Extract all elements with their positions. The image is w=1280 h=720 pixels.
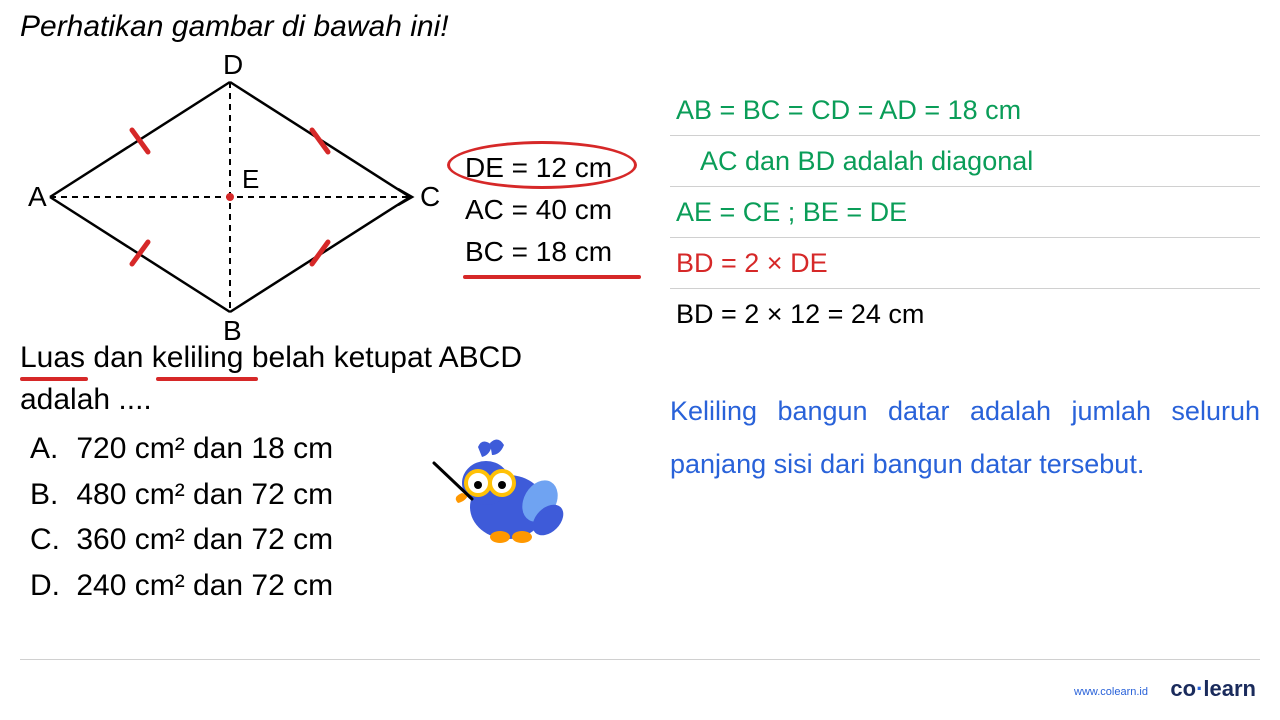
question-text: Luas dan keliling belah ketupat ABCD ada… — [20, 337, 660, 421]
given-ac: AC = 40 cm — [465, 189, 612, 231]
option-text: 720 cm² dan 18 cm — [76, 432, 333, 465]
brand-post: learn — [1203, 676, 1256, 701]
bc-text: BC = 18 cm — [465, 236, 612, 267]
circle-annotation — [447, 141, 637, 189]
mascot-icon — [430, 435, 570, 555]
svg-text:E: E — [242, 164, 259, 194]
option-text: 480 cm² dan 72 cm — [76, 478, 333, 511]
notes-panel: AB = BC = CD = AD = 18 cm AC dan BD adal… — [670, 85, 1260, 340]
option-letter: D. — [30, 564, 68, 608]
question-line2: adalah .... — [20, 383, 152, 416]
divider — [20, 659, 1260, 660]
note-text: AC dan BD adalah diagonal — [700, 146, 1033, 177]
option-text: 360 cm² dan 72 cm — [76, 523, 333, 556]
option-letter: A. — [30, 427, 68, 471]
svg-text:C: C — [420, 181, 440, 212]
note-text: AB = BC = CD = AD = 18 cm — [676, 95, 1021, 126]
note-text: AE = CE ; BE = DE — [676, 197, 907, 228]
underline-luas — [20, 377, 88, 381]
brand-pre: co — [1170, 676, 1196, 701]
note-line-1: AB = BC = CD = AD = 18 cm — [670, 85, 1260, 136]
option-letter: B. — [30, 473, 68, 517]
instruction-title: Perhatikan gambar di bawah ini! — [20, 10, 660, 44]
option-d: D. 240 cm² dan 72 cm — [30, 564, 660, 608]
explanation-text: Keliling bangun datar adalah jumlah selu… — [670, 385, 1260, 490]
underline-keliling — [156, 377, 258, 381]
brand-logo: co·learn — [1170, 676, 1256, 702]
svg-text:D: D — [223, 52, 243, 80]
rhombus-diagram: A C D B E — [20, 52, 450, 342]
note-line-5: BD = 2 × 12 = 24 cm — [670, 289, 1260, 340]
option-letter: C. — [30, 518, 68, 562]
note-text: BD = 2 × 12 = 24 cm — [676, 299, 924, 330]
note-line-4: BD = 2 × DE — [670, 238, 1260, 289]
diagram-area: A C D B E DE = 12 cm AC = 40 cm BC = 18 … — [20, 52, 660, 332]
given-bc: BC = 18 cm — [465, 231, 612, 273]
given-de: DE = 12 cm — [465, 147, 612, 189]
option-text: 240 cm² dan 72 cm — [76, 569, 333, 602]
note-line-3: AE = CE ; BE = DE — [670, 187, 1260, 238]
underline-annotation — [463, 275, 641, 279]
brand-url: www.colearn.id — [1074, 686, 1148, 698]
given-values: DE = 12 cm AC = 40 cm BC = 18 cm — [465, 147, 612, 273]
note-text: BD = 2 × DE — [676, 248, 828, 279]
question-line1: Luas dan keliling belah ketupat ABCD — [20, 341, 522, 374]
svg-text:A: A — [28, 181, 47, 212]
note-line-2: AC dan BD adalah diagonal — [670, 136, 1260, 187]
